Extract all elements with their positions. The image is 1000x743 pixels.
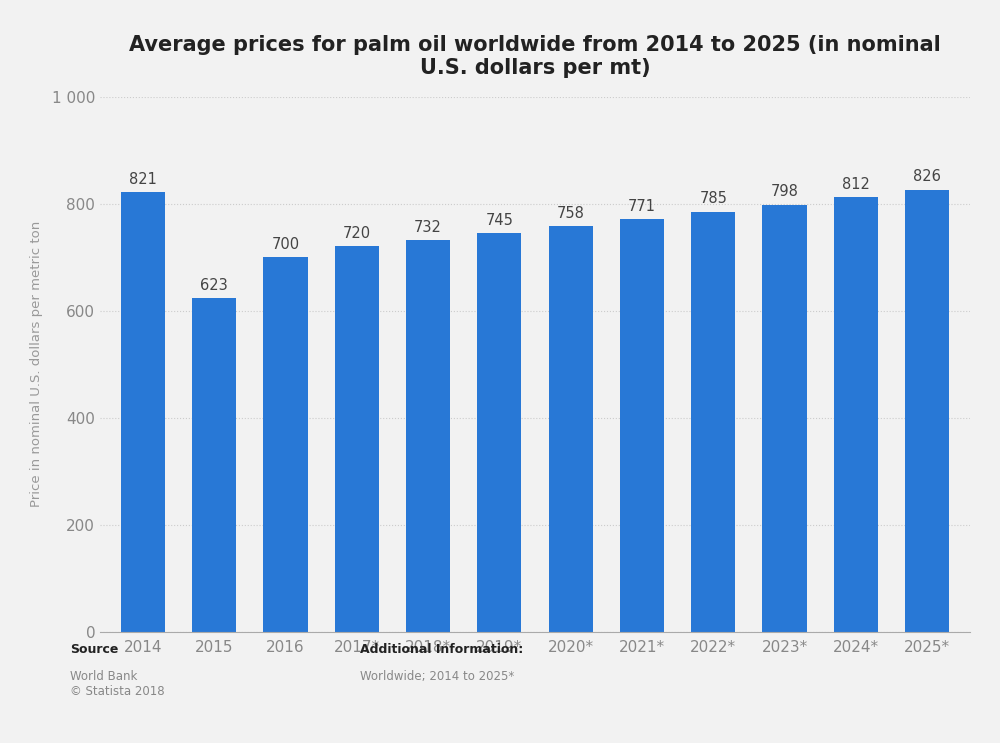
Bar [263,257,308,632]
Text: 771: 771 [628,198,656,214]
Bar [406,240,450,632]
Text: 798: 798 [771,184,799,199]
Text: 720: 720 [343,226,371,241]
Title: Average prices for palm oil worldwide from 2014 to 2025 (in nominal
U.S. dollars: Average prices for palm oil worldwide fr… [129,35,941,78]
Text: 812: 812 [842,177,870,192]
Text: 758: 758 [557,206,585,221]
Bar [620,219,664,632]
Text: Source: Source [70,643,118,655]
Bar [192,298,236,632]
Text: 745: 745 [485,212,513,227]
Bar [691,212,735,632]
Text: 700: 700 [271,237,299,252]
Text: 732: 732 [414,220,442,235]
Bar [477,233,521,632]
Bar [905,189,949,632]
Text: 826: 826 [913,169,941,184]
Bar [834,197,878,632]
Bar [121,192,165,632]
Text: 821: 821 [129,172,157,187]
Text: 785: 785 [699,191,727,207]
Bar [762,204,807,632]
Text: 623: 623 [200,278,228,293]
Text: Worldwide; 2014 to 2025*: Worldwide; 2014 to 2025* [360,670,514,683]
Bar [549,226,593,632]
Text: Additional Information:: Additional Information: [360,643,523,655]
Text: World Bank
© Statista 2018: World Bank © Statista 2018 [70,670,165,698]
Bar [335,247,379,632]
Y-axis label: Price in nominal U.S. dollars per metric ton: Price in nominal U.S. dollars per metric… [30,221,43,507]
